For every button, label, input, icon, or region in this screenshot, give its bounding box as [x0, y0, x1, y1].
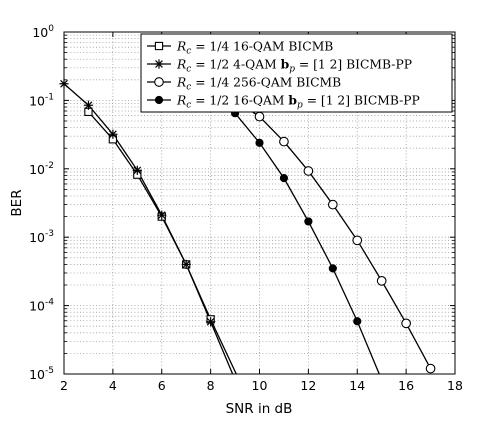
series-4-point	[328, 264, 337, 273]
series-4-point	[255, 138, 264, 147]
y-tick-label: 100	[32, 24, 54, 40]
y-tick-label: 10-2	[29, 161, 54, 177]
series-2-point	[181, 259, 191, 270]
series-2-point	[157, 210, 167, 220]
series-3-point	[425, 363, 436, 374]
legend-marker-2	[154, 59, 164, 69]
series-2-point	[132, 165, 142, 175]
x-tick-label: 16	[398, 378, 414, 393]
y-tick-label: 10-5	[29, 366, 54, 382]
series-3-point	[303, 166, 314, 176]
x-tick-label: 6	[158, 378, 166, 393]
x-axis-label: SNR in dB	[226, 401, 293, 417]
x-tick-label: 18	[447, 378, 463, 393]
x-tick-label: 2	[60, 378, 68, 393]
series-3-point	[279, 136, 289, 147]
legend-label-1: Rc = 1/4 16-QAM BICMB	[176, 40, 333, 57]
x-tick-label: 12	[300, 378, 316, 393]
y-axis-label: BER	[9, 189, 25, 216]
y-tick-label: 10-1	[29, 92, 54, 108]
series-line-3	[234, 99, 432, 369]
legend-marker-1	[154, 41, 164, 51]
x-tick-label: 4	[109, 378, 117, 393]
series-2-point	[206, 317, 216, 327]
series-3-point	[254, 111, 265, 122]
series-3-point	[327, 199, 338, 210]
x-tick-label: 8	[207, 378, 215, 393]
legend-box	[140, 33, 453, 113]
series-4-point	[304, 217, 313, 226]
series-2-point	[83, 100, 94, 110]
series-line-1	[87, 111, 237, 374]
y-tick-label: 10-4	[29, 298, 54, 314]
series-3-point	[376, 276, 387, 286]
legend-label-2: Rc = 1/2 4-QAM bp = [1 2] BICMB-PP	[176, 57, 412, 75]
series-line-2	[64, 83, 234, 374]
series-2-point	[59, 79, 69, 89]
series-3-point	[401, 318, 411, 329]
x-tick-label: 10	[252, 378, 268, 393]
series-2-point	[108, 129, 118, 139]
series-4-point	[279, 174, 289, 183]
series-markers	[59, 79, 436, 374]
series-4-point	[353, 317, 362, 326]
legend-marker-4	[154, 95, 164, 105]
legend-label-4: Rc = 1/2 16-QAM bp = [1 2] BICMB-PP	[176, 93, 420, 111]
legend-marker-3	[154, 77, 164, 87]
series-3-point	[352, 235, 363, 246]
x-tick-label: 14	[349, 378, 365, 393]
y-tick-label: 10-3	[29, 229, 54, 245]
legend-label-3: Rc = 1/4 256-QAM BICMB	[176, 76, 341, 93]
